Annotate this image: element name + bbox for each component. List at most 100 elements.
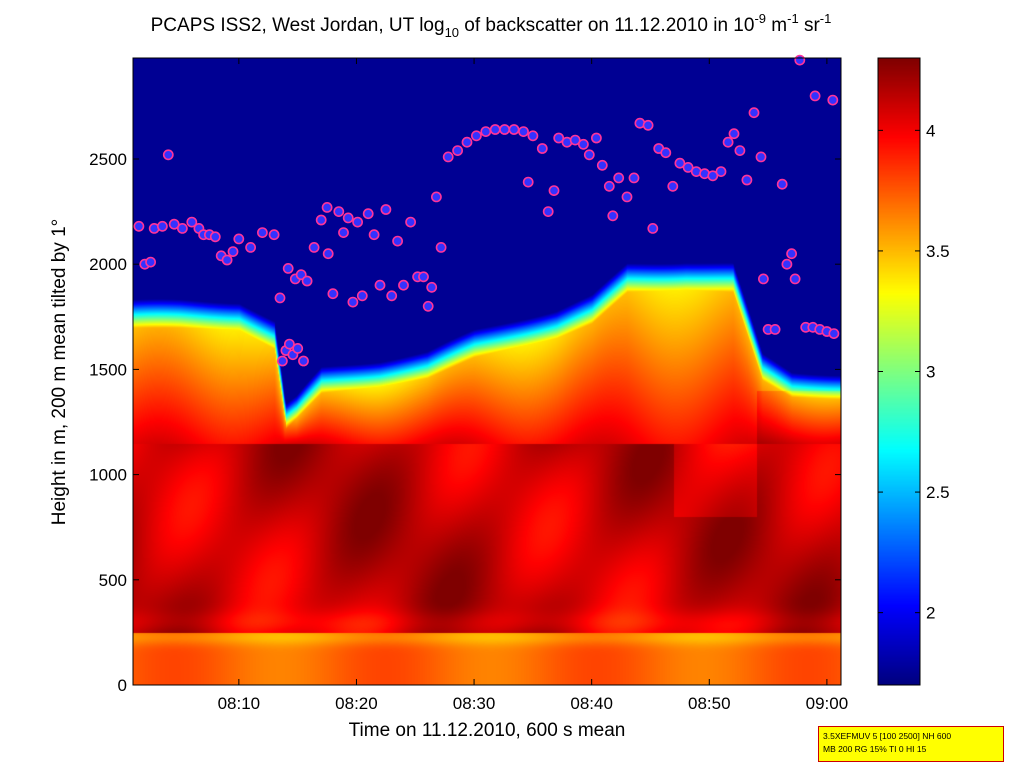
layer-height-marker xyxy=(722,136,734,148)
info-line-2: MB 200 RG 15% TI 0 HI 15 xyxy=(823,744,927,754)
layer-height-marker xyxy=(233,233,245,245)
layer-height-marker xyxy=(715,166,727,177)
chart-title: PCAPS ISS2, West Jordan, UT log10 of bac… xyxy=(151,11,832,40)
colorbar-axis: 2 2.5 3 3.5 4 xyxy=(878,121,950,623)
title-part: -1 xyxy=(820,11,832,26)
layer-height-marker xyxy=(809,90,821,102)
layer-height-marker xyxy=(527,130,539,142)
layer-height-marker xyxy=(426,281,438,293)
layer-height-marker xyxy=(578,138,589,150)
x-tick-label: 08:40 xyxy=(570,694,613,713)
layer-height-marker xyxy=(342,212,354,224)
layer-height-marker xyxy=(667,180,679,192)
x-tick-label: 08:20 xyxy=(335,694,378,713)
layer-height-marker xyxy=(621,191,633,203)
layer-height-markers xyxy=(133,54,840,367)
title-part: -1 xyxy=(787,11,799,26)
layer-height-marker xyxy=(298,355,309,367)
y-tick-label: 0 xyxy=(118,676,127,695)
x-tick-label: 09:00 xyxy=(806,694,849,713)
x-axis: 08:10 08:20 08:30 08:40 08:50 09:00 xyxy=(218,58,849,713)
layer-height-marker xyxy=(470,130,482,142)
colorbar-tick-label: 2 xyxy=(926,604,935,623)
layer-height-marker xyxy=(356,290,368,302)
layer-height-marker xyxy=(276,355,288,367)
title-part: PCAPS ISS2, West Jordan, UT log xyxy=(151,15,445,36)
info-box: 3.5XEFMUV 5 [100 2500] NH 600 MB 200 RG … xyxy=(818,726,1004,762)
layer-height-marker xyxy=(461,136,473,148)
layer-height-marker xyxy=(168,218,180,230)
layer-height-marker xyxy=(333,206,345,217)
x-tick-label: 08:50 xyxy=(688,694,731,713)
layer-height-marker xyxy=(322,248,334,260)
layer-height-marker xyxy=(499,124,510,135)
layer-height-marker xyxy=(145,256,156,268)
y-tick-label: 1500 xyxy=(89,360,127,379)
y-tick-label: 500 xyxy=(99,571,127,590)
layer-height-marker xyxy=(283,338,295,350)
layer-height-marker xyxy=(398,279,409,291)
layer-height-marker xyxy=(292,342,304,354)
y-axis-label: Height in m, 200 m mean tilted by 1° xyxy=(49,219,70,525)
layer-height-marker xyxy=(338,227,349,238)
layer-height-marker xyxy=(786,248,797,260)
layer-height-marker xyxy=(613,172,625,184)
layer-height-marker xyxy=(156,220,168,232)
layer-height-marker xyxy=(380,204,392,215)
layer-height-marker xyxy=(327,288,339,300)
colorbar-tick-label: 2.5 xyxy=(926,483,950,502)
layer-height-marker xyxy=(518,126,529,138)
layer-height-marker xyxy=(734,145,746,156)
layer-height-marker xyxy=(133,220,145,232)
layer-height-marker xyxy=(256,227,268,238)
layer-height-marker xyxy=(591,132,602,144)
x-tick-label: 08:30 xyxy=(453,694,496,713)
plot-frame xyxy=(132,57,842,686)
y-tick-label: 1000 xyxy=(89,466,127,485)
layer-height-marker xyxy=(707,170,719,182)
layer-height-marker xyxy=(362,208,374,220)
colorbar-tick-label: 3 xyxy=(926,363,935,382)
layer-height-marker xyxy=(583,149,595,161)
colorbar-tick-label: 3.5 xyxy=(926,242,950,261)
layer-height-marker xyxy=(647,222,659,234)
layer-height-marker xyxy=(603,180,615,192)
layer-height-marker xyxy=(176,222,188,234)
layer-height-marker xyxy=(660,147,672,159)
x-axis-label: Time on 11.12.2010, 600 s mean xyxy=(349,720,626,741)
layer-height-marker xyxy=(776,178,788,190)
layer-height-marker xyxy=(245,241,256,253)
layer-height-marker xyxy=(315,214,327,226)
layer-height-marker xyxy=(674,157,686,169)
title-part: of backscatter on 11.12.2010 in 10 xyxy=(459,15,754,36)
layer-height-marker xyxy=(741,174,753,186)
layer-height-marker xyxy=(758,273,769,285)
layer-height-marker xyxy=(522,176,534,188)
backscatter-heatmap xyxy=(133,58,841,685)
layer-height-marker xyxy=(789,273,801,285)
layer-height-marker xyxy=(301,275,313,287)
layer-height-marker xyxy=(755,151,767,163)
layer-height-marker xyxy=(422,300,434,312)
info-line-1: 3.5XEFMUV 5 [100 2500] NH 600 xyxy=(823,731,952,741)
layer-height-marker xyxy=(827,94,839,106)
layer-height-marker xyxy=(542,206,554,217)
layer-height-marker xyxy=(368,229,380,241)
layer-height-marker xyxy=(430,191,442,203)
layer-height-marker xyxy=(607,210,619,222)
title-part: 10 xyxy=(445,25,459,40)
layer-height-marker xyxy=(162,149,174,161)
layer-height-marker xyxy=(728,128,740,140)
layer-height-marker xyxy=(386,290,398,302)
layer-height-marker xyxy=(536,143,548,154)
layer-height-marker xyxy=(347,296,359,308)
layer-height-marker xyxy=(352,216,363,228)
layer-height-marker xyxy=(748,107,760,119)
layer-height-marker xyxy=(392,235,403,247)
layer-height-marker xyxy=(374,279,386,291)
layer-height-marker xyxy=(282,262,294,274)
layer-height-marker xyxy=(489,124,501,135)
layer-height-marker xyxy=(642,119,654,131)
layer-height-marker xyxy=(186,216,198,228)
